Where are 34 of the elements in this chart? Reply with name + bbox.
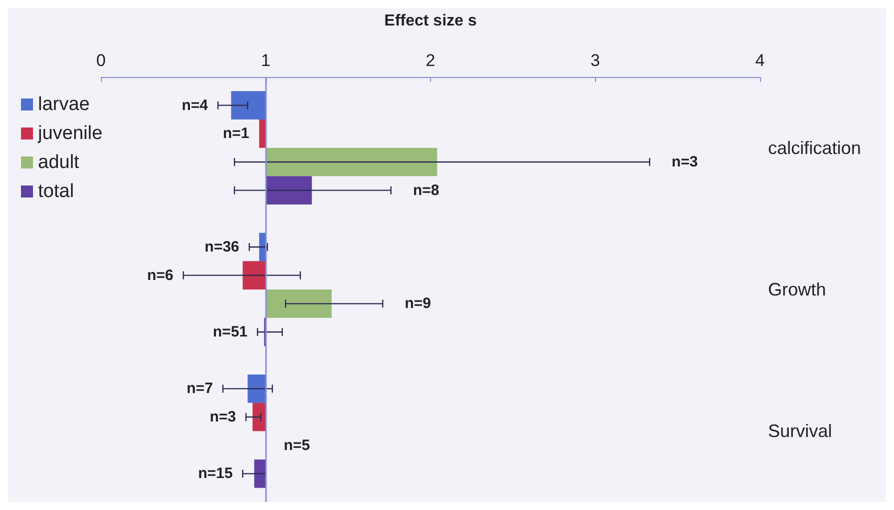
legend-label: juvenile [37,123,102,144]
y-tick-label: Survival [768,421,832,442]
annotation: n=5 [284,436,310,454]
annotation: n=6 [147,266,174,284]
x-axis-title: Effect size s [384,12,477,30]
annotation: n=36 [204,238,240,256]
legend-label: adult [38,152,80,173]
bar [254,460,266,488]
legend-label: total [38,181,74,202]
annotation: n=7 [186,380,213,398]
y-tick-label: Growth [768,280,826,300]
legend-label: larvae [38,94,90,115]
annotation: n=1 [222,125,250,142]
bar [252,402,266,432]
annotation: n=4 [182,96,209,114]
x-tick-label: 1 [261,51,270,70]
annotation: n=15 [198,465,233,482]
x-tick-label: 3 [590,51,600,70]
bar [266,148,438,176]
annotation: n=3 [210,408,236,426]
bar [259,120,266,148]
annotation: n=8 [412,182,440,199]
bar [266,176,312,204]
x-tick-label: 4 [755,51,765,70]
x-tick-label: 0 [96,51,106,70]
bar [231,91,266,120]
x-tick-label: 2 [426,51,436,70]
y-tick-label: calcification [768,138,862,158]
annotation: n=9 [404,295,431,312]
annotation: n=3 [672,154,698,170]
bar [248,374,266,403]
bar [242,261,266,290]
annotation: n=51 [212,324,248,340]
bar [266,290,332,318]
